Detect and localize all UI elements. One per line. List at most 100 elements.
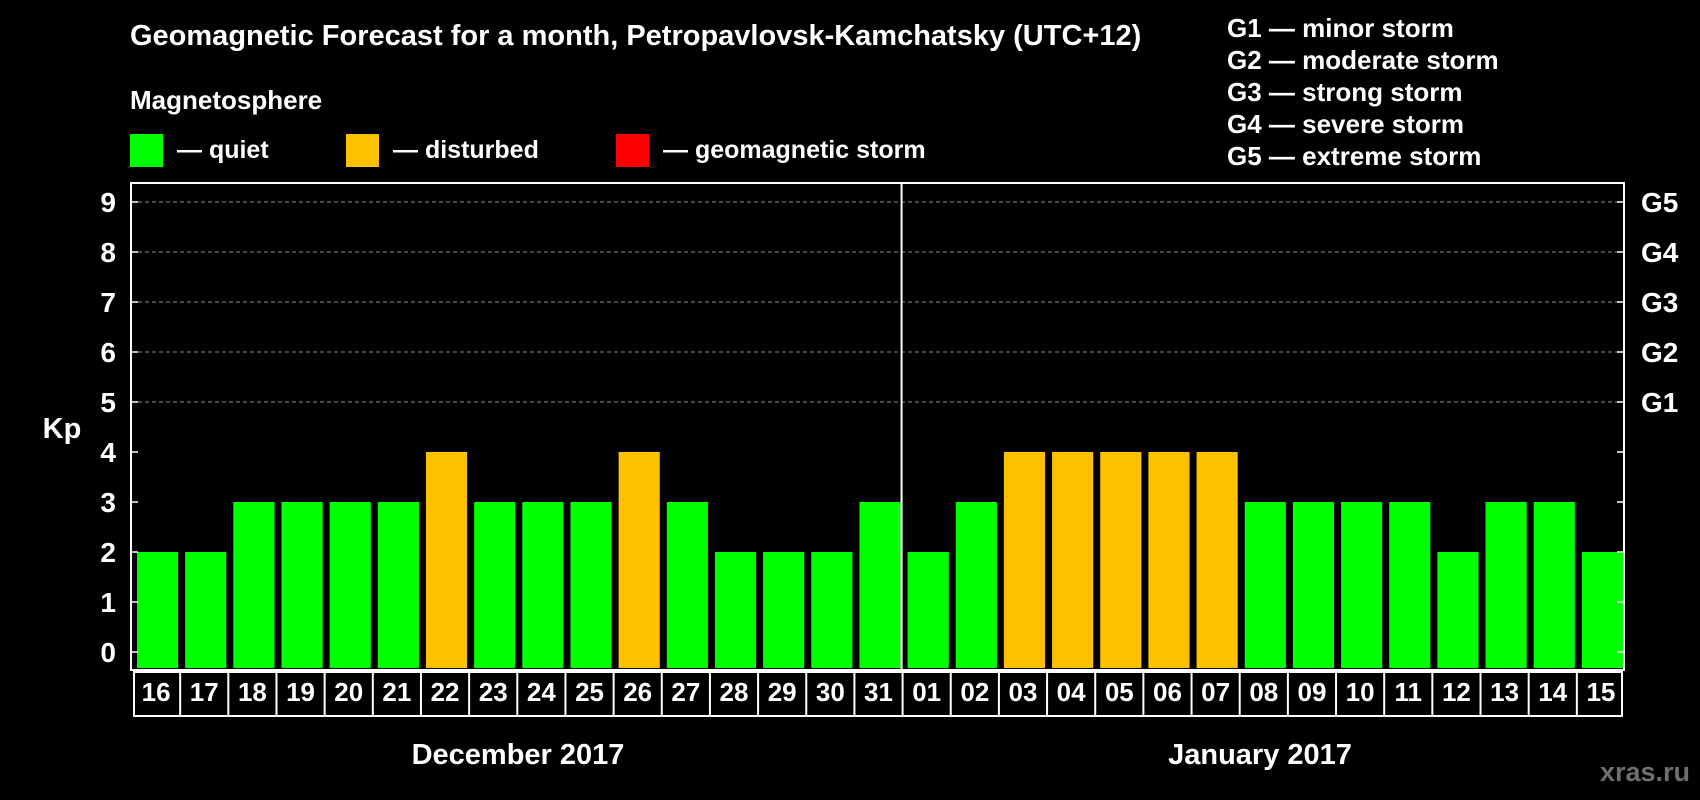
- date-label-12: 12: [1442, 677, 1471, 707]
- date-label-16: 16: [142, 677, 171, 707]
- bar-02: [955, 502, 997, 668]
- bar-23: [474, 502, 516, 668]
- storm-scale-g3: G3 — strong storm: [1227, 77, 1463, 107]
- date-label-29: 29: [768, 677, 797, 707]
- legend-label-disturbed: — disturbed: [393, 135, 539, 164]
- storm-scale-g4: G4 — severe storm: [1227, 109, 1465, 139]
- date-label-09: 09: [1297, 677, 1326, 707]
- legend-item-quiet: — quiet: [130, 133, 269, 167]
- date-row-frame: [133, 671, 1623, 717]
- legend-item-storm: — geomagnetic storm: [616, 133, 926, 167]
- date-label-28: 28: [720, 677, 749, 707]
- bar-09: [1292, 502, 1335, 668]
- legend-label-quiet: — quiet: [177, 135, 269, 164]
- date-label-31: 31: [864, 677, 893, 707]
- bar-27: [666, 502, 708, 668]
- y-axis-label: Kp: [43, 413, 82, 445]
- gscale-label-G5: G5: [1641, 187, 1678, 218]
- bar-16: [137, 552, 179, 668]
- storm-scale-legend: G1 — minor storm G2 — moderate storm G3 …: [1227, 12, 1499, 172]
- date-label-24: 24: [527, 677, 556, 707]
- bar-15: [1581, 552, 1623, 668]
- bar-12: [1437, 552, 1479, 668]
- bar-11: [1389, 502, 1431, 668]
- date-label-21: 21: [382, 677, 411, 707]
- bar-05: [1100, 452, 1142, 668]
- date-label-19: 19: [286, 677, 315, 707]
- date-label-14: 14: [1538, 677, 1567, 707]
- chart-title: Geomagnetic Forecast for a month, Petrop…: [130, 20, 1142, 52]
- ytick-label-9: 9: [100, 187, 116, 218]
- bar-25: [570, 502, 612, 668]
- bar-04: [1052, 452, 1094, 668]
- date-label-03: 03: [1009, 677, 1038, 707]
- storm-scale-g5: G5 — extreme storm: [1227, 141, 1482, 171]
- ytick-label-0: 0: [100, 637, 116, 668]
- date-label-13: 13: [1490, 677, 1519, 707]
- date-label-26: 26: [623, 677, 652, 707]
- storm-scale-g1: G1 — minor storm: [1227, 13, 1454, 43]
- plot-frame: [130, 182, 1625, 671]
- date-label-08: 08: [1249, 677, 1278, 707]
- date-label-11: 11: [1395, 677, 1423, 707]
- bar-19: [281, 502, 323, 668]
- date-label-07: 07: [1201, 677, 1230, 707]
- ytick-label-1: 1: [100, 587, 116, 618]
- date-label-06: 06: [1153, 677, 1182, 707]
- date-label-25: 25: [575, 677, 604, 707]
- date-label-05: 05: [1105, 677, 1134, 707]
- date-label-01: 01: [912, 677, 941, 707]
- bar-07: [1196, 452, 1238, 668]
- legend-heading: Magnetosphere: [130, 85, 323, 115]
- bar-13: [1485, 502, 1527, 668]
- ytick-label-7: 7: [100, 287, 116, 318]
- date-label-02: 02: [960, 677, 989, 707]
- legend-swatch-disturbed: [346, 133, 379, 167]
- date-label-15: 15: [1586, 677, 1615, 707]
- bar-18: [233, 502, 275, 668]
- date-label-10: 10: [1346, 677, 1375, 707]
- ytick-label-2: 2: [100, 537, 116, 568]
- date-label-23: 23: [479, 677, 508, 707]
- bar-21: [377, 502, 419, 668]
- bar-06: [1148, 452, 1190, 668]
- month-label-1: January 2017: [1168, 739, 1352, 771]
- bar-22: [425, 452, 468, 668]
- date-label-04: 04: [1057, 677, 1086, 707]
- legend-swatch-quiet: [130, 133, 163, 167]
- bar-08: [1244, 502, 1286, 668]
- date-label-20: 20: [334, 677, 363, 707]
- bar-29: [763, 552, 805, 668]
- watermark: xras.ru: [1599, 757, 1690, 787]
- bar-26: [618, 452, 660, 668]
- date-label-22: 22: [431, 677, 460, 707]
- legend-swatch-storm: [616, 133, 649, 167]
- date-label-18: 18: [238, 677, 267, 707]
- ytick-label-5: 5: [100, 387, 116, 418]
- storm-scale-g2: G2 — moderate storm: [1227, 45, 1499, 75]
- date-label-17: 17: [190, 677, 219, 707]
- gscale-label-G2: G2: [1641, 337, 1678, 368]
- gscale-label-G1: G1: [1641, 387, 1678, 418]
- gscale-label-G3: G3: [1641, 287, 1678, 318]
- bar-28: [714, 552, 757, 668]
- bar-31: [859, 502, 901, 668]
- ytick-label-3: 3: [100, 487, 116, 518]
- bar-01: [907, 552, 949, 668]
- gscale-label-G4: G4: [1641, 237, 1679, 268]
- month-label-0: December 2017: [412, 739, 625, 771]
- ytick-label-8: 8: [100, 237, 116, 268]
- bar-20: [329, 502, 371, 668]
- bar-03: [1003, 452, 1046, 668]
- legend-label-storm: — geomagnetic storm: [663, 135, 926, 164]
- ytick-label-6: 6: [100, 337, 116, 368]
- bar-14: [1533, 502, 1575, 668]
- ytick-label-4: 4: [100, 437, 116, 468]
- bar-24: [522, 502, 564, 668]
- bar-17: [185, 552, 227, 668]
- date-label-30: 30: [816, 677, 845, 707]
- bar-10: [1341, 502, 1383, 668]
- date-label-27: 27: [671, 677, 700, 707]
- bar-30: [811, 552, 853, 668]
